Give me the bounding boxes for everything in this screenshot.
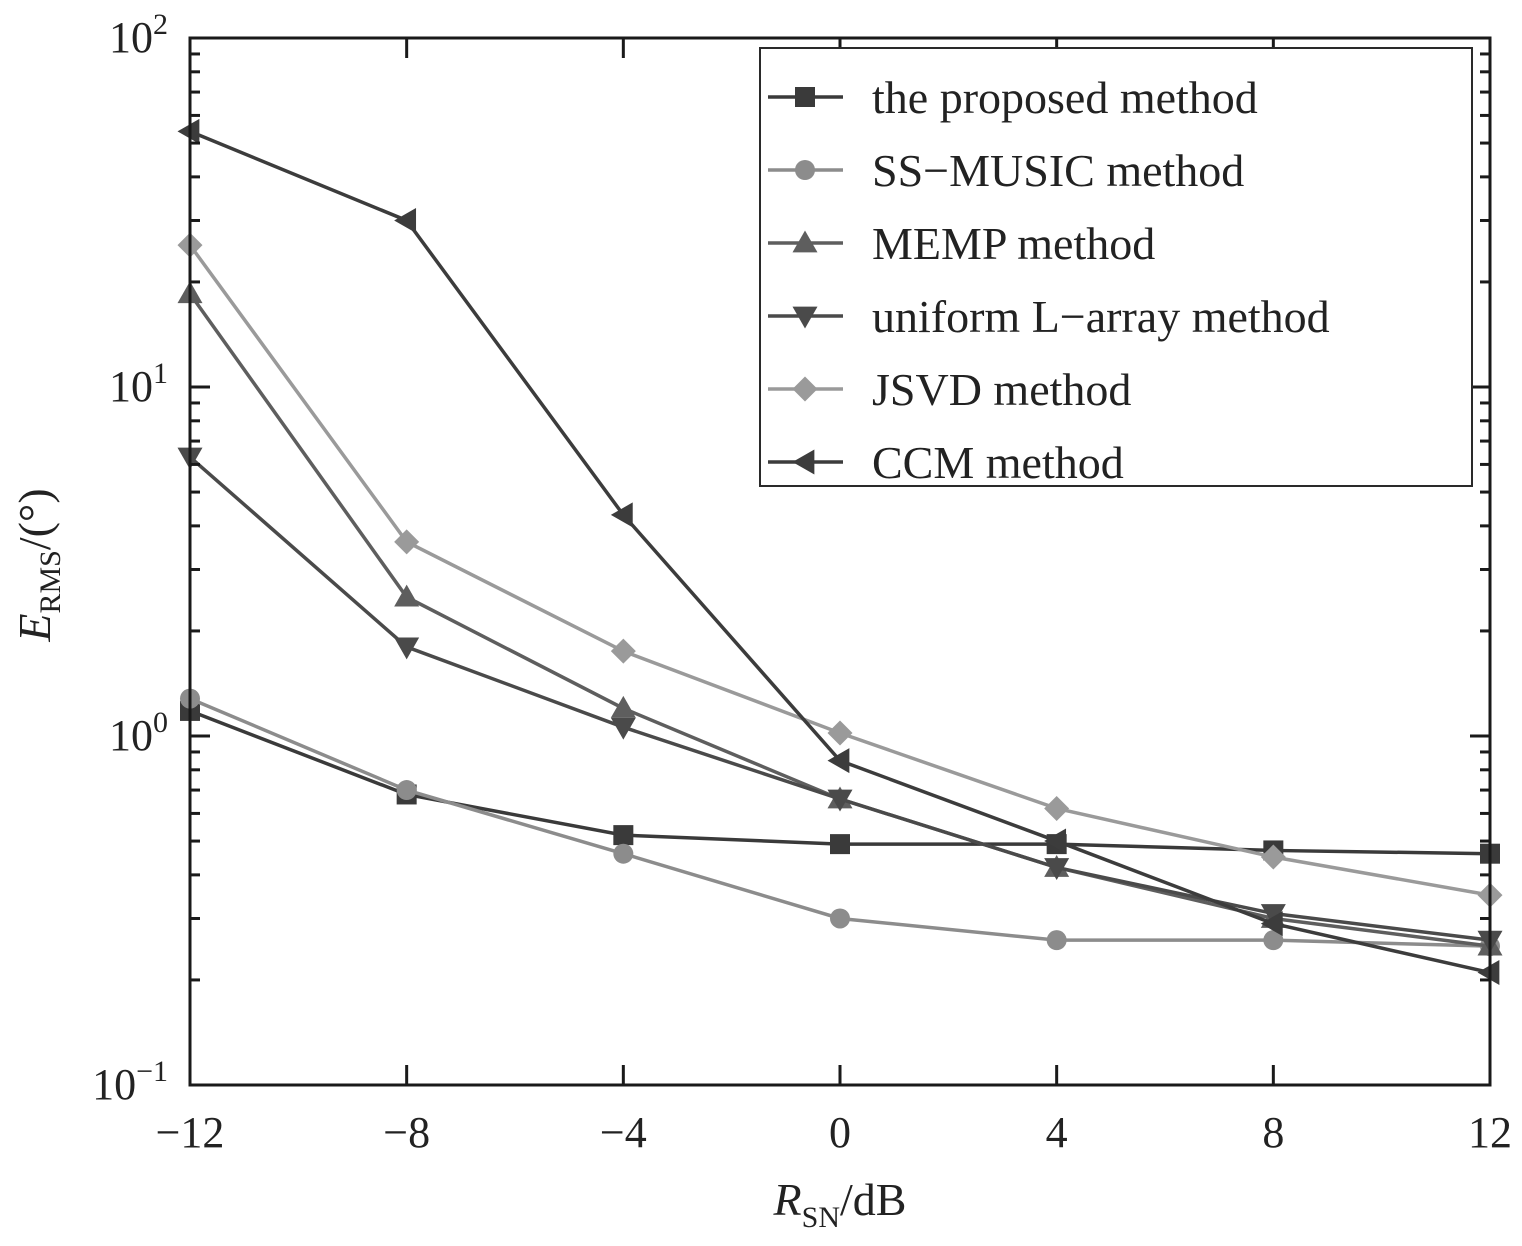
legend-box [759,47,1473,487]
series-6-point [1044,828,1067,854]
series-5-point [1260,844,1286,870]
y-axis-label-unit: /(°) [9,488,60,550]
legend: the proposed method SS−MUSIC method MEMP m… [759,47,1473,488]
series-6-point [827,748,850,774]
series-4-point [610,717,636,740]
x-tick-label: 0 [829,1108,851,1157]
y-tick-label-base: 10 [109,362,153,411]
legend-label: CCM method [872,437,1124,488]
x-axis-label-main: R [773,1174,802,1225]
series-6 [177,118,1500,986]
series-6-point [1477,960,1500,986]
series-2-point [1263,930,1284,951]
x-tick-label: −4 [600,1108,647,1157]
series-5-point [827,720,853,746]
legend-label: the proposed method [872,72,1258,123]
series-4-point [1044,858,1070,880]
y-axis-label: ERMS/(°) [9,488,67,642]
y-tick-label-exponent: −1 [136,1055,168,1088]
legend-item-5: JSVD method [768,364,1131,415]
x-axis-label-unit: /dB [840,1174,906,1225]
x-tick-label: −8 [383,1108,430,1157]
legend-swatch-marker [792,449,815,475]
series-6-point [177,118,200,144]
series-3-point [394,584,420,607]
series-1-point [613,825,634,846]
series-2-point [830,908,850,929]
legend-label: JSVD method [872,364,1131,415]
x-tick-label: 12 [1468,1108,1512,1157]
series-4 [177,447,1503,953]
legend-item-1: the proposed method [768,72,1258,123]
y-tick-label-exponent: 1 [153,357,168,390]
y-tick-label: 100 [109,706,168,760]
series-2-point [613,843,634,864]
series-5-point [610,638,636,664]
legend-item-6: CCM method [768,437,1124,488]
y-tick-label-base: 10 [92,1060,136,1109]
y-tick-label-base: 10 [109,13,153,62]
legend-swatch-marker [795,160,815,180]
plot-area [177,118,1503,986]
series-2-point [396,780,417,801]
series-5-point [394,529,420,555]
x-axis-label: RSN/dB [773,1174,907,1234]
series-3-point [610,695,636,718]
legend-swatch-marker [795,87,815,107]
legend-swatch-marker [792,306,818,329]
y-tick-label: 101 [109,357,168,411]
legend-item-3: MEMP method [768,218,1155,269]
series-6-point [610,502,633,528]
legend-label: SS−MUSIC method [872,145,1244,196]
y-tick-label-exponent: 2 [153,8,168,41]
series-4-point [1260,904,1286,927]
y-tick-label: 102 [109,8,168,62]
series-2-point [1046,930,1067,951]
x-tick-label: 4 [1046,1108,1068,1157]
legend-items: the proposed method SS−MUSIC method MEMP m… [768,72,1330,488]
x-tick-label: −12 [156,1108,225,1157]
series-6-point [1260,911,1283,937]
legend-item-2: SS−MUSIC method [768,145,1244,196]
legend-swatch-marker [792,230,818,253]
series-6-point [394,207,417,233]
series-4-point [394,637,420,660]
x-axis-label-sub: SN [802,1201,840,1234]
series-4-point [827,789,853,812]
legend-label: uniform L−array method [872,291,1330,342]
legend-item-4: uniform L−array method [768,291,1330,342]
y-axis-label-sub: RMS [34,550,67,613]
y-tick-label-base: 10 [109,711,153,760]
y-axis-label-main: E [9,614,60,643]
series-4-line [188,455,1491,942]
series-5-point [1044,795,1070,821]
y-tick-label: 10−1 [92,1055,168,1109]
series-5 [177,232,1503,908]
x-tick-label: 8 [1262,1108,1284,1157]
series-1-point [830,834,850,855]
legend-swatch-marker [792,376,818,402]
y-tick-label-exponent: 0 [153,706,168,739]
legend-label: MEMP method [872,218,1155,269]
